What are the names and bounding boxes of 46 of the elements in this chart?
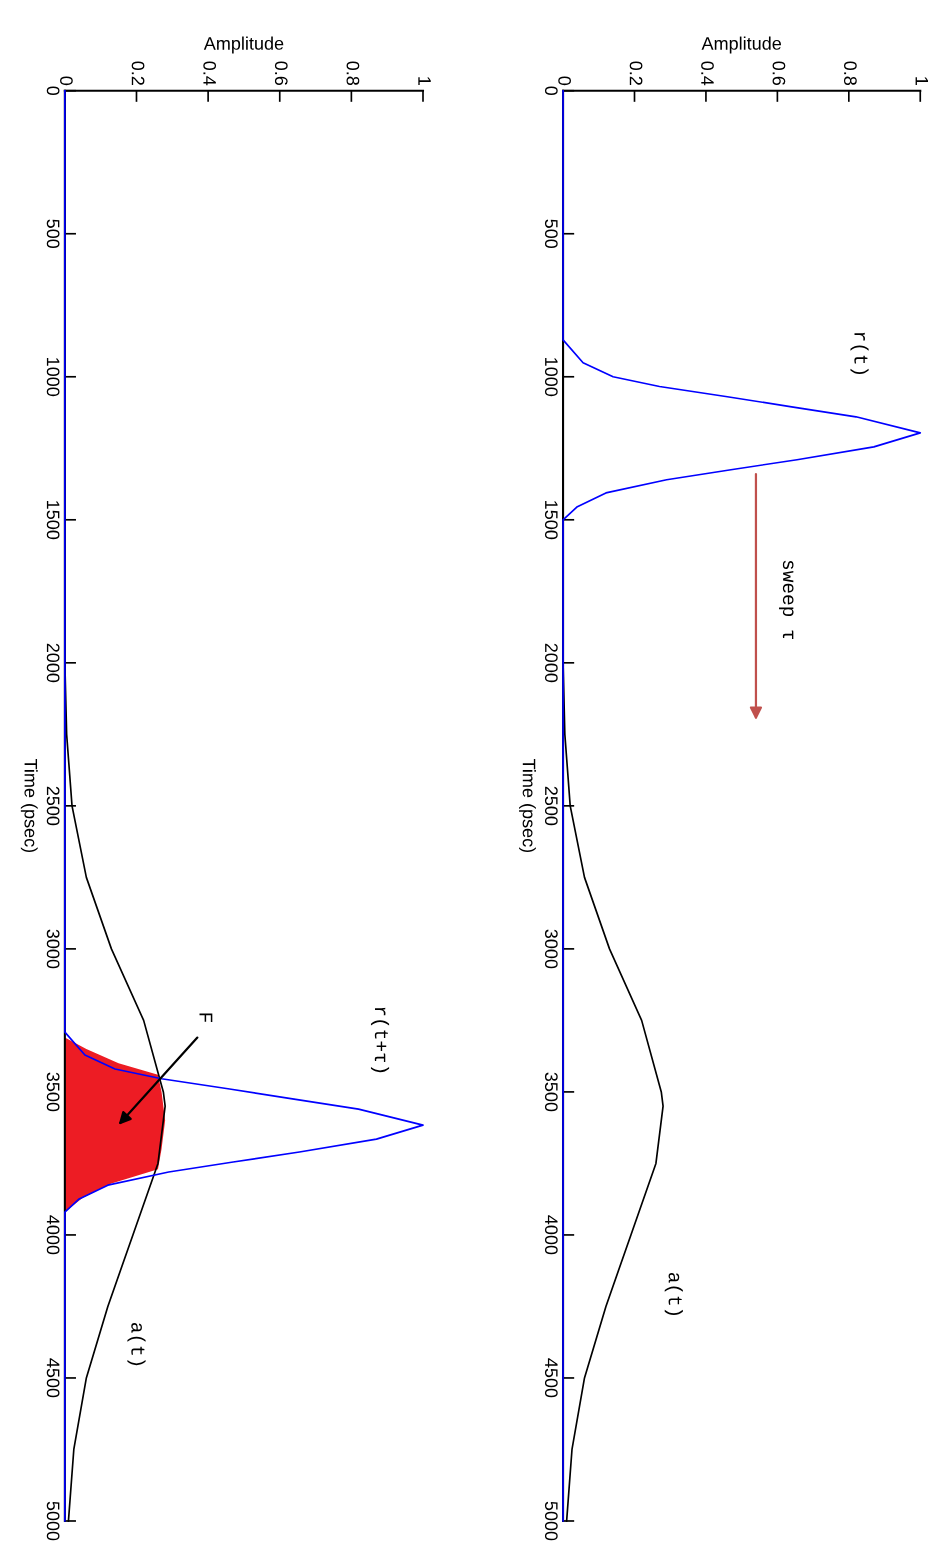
x-tick-label: 0: [60, 76, 73, 86]
y-tick-label: 2500: [544, 786, 558, 826]
y-tick-label: 4500: [46, 1358, 60, 1398]
x-tick-label: 0: [558, 76, 571, 86]
y-tick-label: 2500: [46, 786, 60, 826]
y-tick-label: 1500: [544, 501, 558, 540]
line-series: [64, 89, 424, 1522]
y-tick-label: 3000: [544, 929, 558, 969]
y-axis-title: Time (psec): [20, 758, 38, 853]
y-tick-label: 1000: [46, 358, 60, 397]
x-tick-label: 0.6: [274, 61, 288, 86]
y-tick-label: 2000: [46, 643, 60, 683]
y-tick-label: 4500: [544, 1358, 558, 1398]
y-tick-label: 3500: [544, 1072, 558, 1112]
x-tick-label: 1: [418, 77, 431, 85]
y-tick-label: 3000: [46, 929, 60, 969]
x-tick-label: 0.2: [131, 61, 145, 85]
y-tick-label: 2000: [544, 643, 558, 683]
y-axis-title: Time (psec): [519, 758, 536, 853]
y-tick-label: 5000: [544, 1501, 558, 1541]
y-tick-label: 5000: [46, 1501, 60, 1541]
x-tick-label: 0.6: [772, 61, 786, 86]
x-axis-title: Amplitude: [701, 36, 781, 54]
annotation: r(t+τ): [370, 1007, 390, 1073]
y-tick-label: 500: [544, 219, 558, 249]
x-tick-label: 0.4: [701, 61, 714, 86]
line-series: [562, 89, 922, 1522]
y-tick-label: 3500: [46, 1072, 60, 1112]
annotation: F: [199, 1013, 213, 1022]
x-tick-label: 0.8: [346, 61, 360, 86]
annotation: sweep τ: [779, 560, 794, 640]
y-tick-label: 1000: [544, 358, 558, 397]
x-tick-label: 1: [915, 77, 929, 85]
y-tick-label: 1500: [46, 501, 60, 540]
y-tick-label: 0: [544, 86, 558, 96]
y-tick-label: 4000: [544, 1215, 558, 1255]
y-tick-label: 4000: [46, 1215, 60, 1255]
y-tick-label: 500: [46, 219, 60, 249]
annotation: a(t): [127, 1322, 146, 1366]
y-tick-label: 0: [46, 86, 60, 96]
x-tick-label: 0.2: [629, 61, 643, 85]
x-tick-label: 0.4: [203, 61, 217, 86]
annotation: a(t): [664, 1272, 683, 1316]
x-tick-label: 0.8: [843, 61, 857, 86]
annotation: r(t): [850, 332, 869, 374]
x-axis-title: Amplitude: [203, 36, 284, 54]
